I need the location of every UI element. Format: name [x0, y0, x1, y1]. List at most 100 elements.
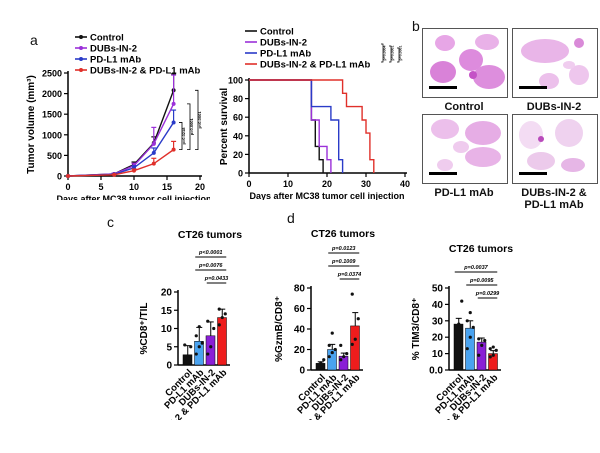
data-point: [206, 352, 210, 356]
data-point: [465, 347, 469, 351]
data-point: [322, 358, 326, 362]
data-point: [217, 323, 221, 327]
data-point: [350, 342, 354, 346]
data-point: [186, 356, 190, 360]
scale-bar: [519, 172, 547, 175]
legend-marker: [79, 46, 83, 50]
series-line: [67, 122, 175, 177]
scale-bar: [429, 86, 457, 89]
bar: [453, 323, 464, 371]
legend-marker: [79, 35, 83, 39]
micrograph-label-combo-line2: PD-L1 mAb: [524, 199, 584, 211]
data-point: [183, 343, 187, 347]
data-point: [454, 335, 458, 339]
x-tick-label: 5: [98, 182, 103, 192]
data-point: [319, 361, 323, 365]
panel-a-label: a: [30, 32, 38, 48]
significance-label: p=0.0001: [399, 46, 403, 61]
bar: [205, 335, 216, 366]
significance-label: p=0.1009: [331, 259, 356, 265]
y-tick-label: 10: [432, 349, 444, 360]
y-axis-label: % TIM3/CD8⁺: [411, 298, 422, 361]
micrograph-pdl1: [422, 114, 508, 184]
significance-bracket: [389, 45, 392, 63]
y-tick-label: 0: [57, 172, 62, 182]
y-tick-label: 40: [294, 325, 306, 336]
data-point: [151, 141, 156, 146]
significance-label: p=0.0374: [337, 272, 361, 278]
data-point: [494, 348, 498, 352]
panel-d-label: d: [287, 210, 295, 226]
series-line: [67, 90, 175, 177]
legend-label: DUBs-IN-2: [260, 38, 307, 49]
data-point: [200, 341, 204, 345]
data-point: [197, 325, 201, 329]
data-point: [330, 350, 334, 355]
tissue-image: [431, 119, 501, 171]
legend-label: PD-L1 mAb: [260, 49, 311, 60]
y-tick-label: 20: [161, 288, 173, 299]
significance-label: p=0.0001: [189, 117, 194, 135]
data-point: [353, 337, 357, 341]
x-tick-label: 20: [195, 182, 205, 192]
data-point: [477, 337, 481, 341]
y-tick-label: 2000: [42, 89, 62, 99]
data-point: [194, 334, 198, 338]
micrograph-combo: [512, 114, 598, 184]
y-tick-label: 60: [233, 113, 243, 123]
significance-label: p=0.0095: [469, 278, 494, 284]
micrograph-label-control: Control: [444, 101, 484, 113]
data-point: [189, 345, 193, 349]
x-tick-label: 20: [322, 179, 332, 189]
y-tick-label: 20: [432, 333, 444, 344]
data-point: [212, 326, 216, 331]
data-point: [468, 335, 472, 339]
panel-c-label: c: [107, 214, 114, 230]
y-tick-label: 20: [233, 150, 243, 160]
y-axis-label: %GzmB/CD8⁺: [274, 296, 285, 362]
y-tick-label: 30: [432, 316, 444, 327]
y-tick-label: 0: [299, 366, 305, 377]
y-tick-label: 80: [294, 284, 306, 295]
y-tick-label: 2500: [42, 69, 62, 79]
significance-bracket: [381, 43, 384, 63]
micrograph-label-combo-line1: DUBs-IN-2 &: [521, 187, 587, 199]
significance-label: p=0.0123: [331, 246, 355, 252]
data-point: [477, 353, 481, 357]
data-point: [460, 299, 464, 303]
data-point: [339, 343, 343, 347]
y-tick-label: 20: [294, 345, 306, 356]
legend-label: DUBs-IN-2 & PD-L1 mAb: [90, 66, 201, 77]
x-tick-label: 15: [162, 182, 172, 192]
x-tick-label: 30: [361, 179, 371, 189]
y-tick-label: 5: [166, 342, 172, 353]
y-tick-label: 0.0: [429, 366, 443, 377]
y-tick-label: 80: [233, 94, 243, 104]
legend-marker: [79, 68, 83, 72]
scale-bar: [429, 172, 457, 175]
data-point: [480, 343, 484, 347]
data-point: [316, 363, 320, 367]
y-axis-label: Percent survival: [219, 88, 230, 165]
micrograph-label-dubs: DUBs-IN-2: [526, 101, 582, 113]
data-point: [194, 352, 198, 356]
legend-label: Control: [260, 27, 294, 38]
y-tick-label: 40: [233, 131, 243, 141]
data-point: [183, 359, 187, 363]
survival-chart: 0 20 40 60 80 100 Percent survival 0 10 20 30 40 Day…: [219, 27, 410, 201]
data-point: [345, 352, 349, 356]
data-point: [112, 172, 117, 177]
y-tick-label: 15: [161, 306, 173, 317]
y-tick-label: 1500: [42, 110, 62, 120]
data-point: [457, 322, 461, 326]
x-axis-label: Days after MC38 tumor cell injection: [249, 191, 404, 200]
y-tick-label: 40: [432, 300, 444, 311]
y-tick-label: 100: [228, 76, 243, 86]
significance-label: p=0.0004: [383, 46, 387, 61]
legend-marker: [79, 57, 83, 61]
data-point: [132, 168, 136, 173]
tissue-image: [519, 119, 585, 172]
y-tick-label: 60: [294, 304, 306, 315]
